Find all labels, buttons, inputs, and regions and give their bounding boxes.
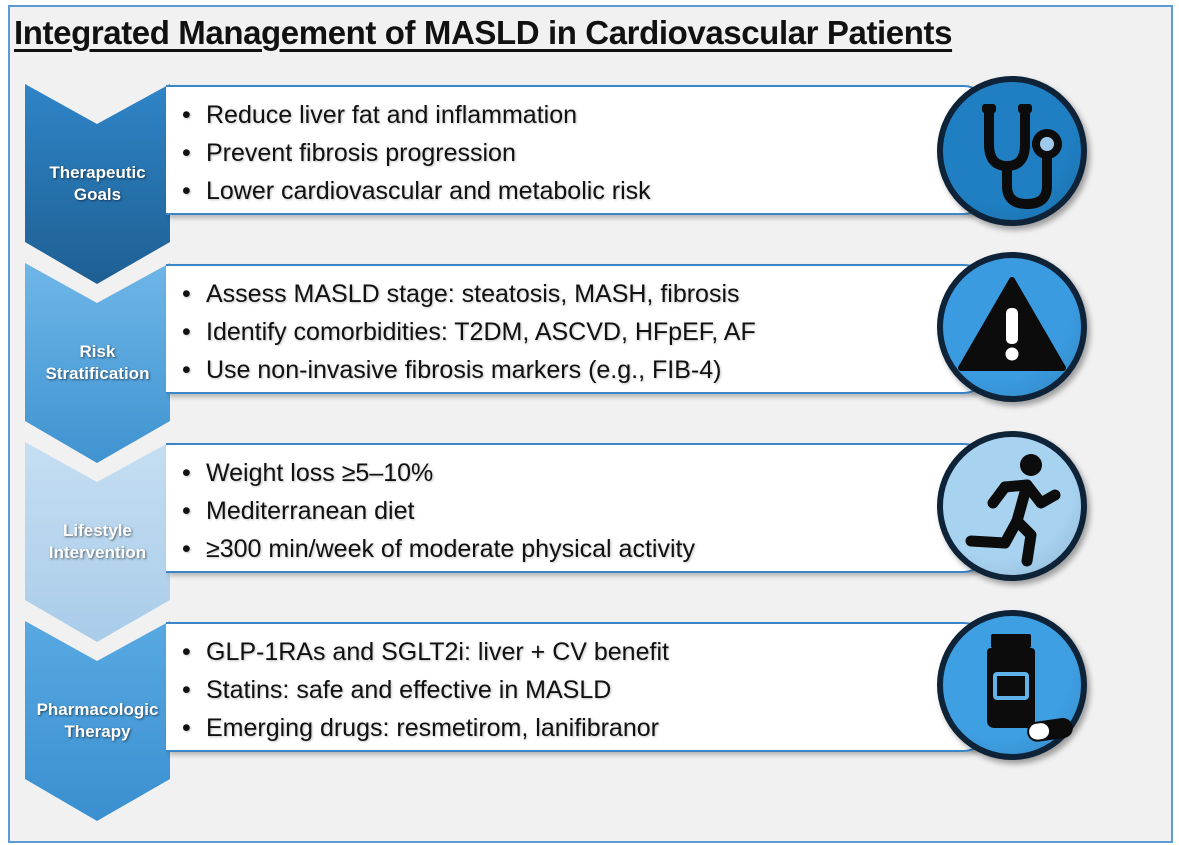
content-box-therapeutic-goals: Reduce liver fat and inflammation Preven…: [166, 85, 986, 215]
chevron-label-line: Intervention: [48, 543, 147, 562]
chevron-label-line: Stratification: [45, 364, 150, 383]
page-title: Integrated Management of MASLD in Cardio…: [14, 14, 953, 51]
content-box-risk-stratification: Assess MASLD stage: steatosis, MASH, fib…: [166, 264, 986, 394]
chevron-risk-stratification: Risk Stratification: [25, 263, 170, 463]
chevron-lifestyle-intervention: Lifestyle Intervention: [25, 442, 170, 642]
list-item: Identify comorbidities: T2DM, ASCVD, HFp…: [182, 313, 984, 351]
running-person-icon: [937, 431, 1087, 581]
chevron-shape: [25, 84, 170, 284]
list-item: Assess MASLD stage: steatosis, MASH, fib…: [182, 275, 984, 313]
list-item: Reduce liver fat and inflammation: [182, 96, 984, 134]
chevron-label-line: Goals: [73, 185, 122, 204]
list-item: Weight loss ≥5–10%: [182, 454, 984, 492]
list-item: Lower cardiovascular and metabolic risk: [182, 172, 984, 210]
list-item: Mediterranean diet: [182, 492, 984, 530]
list-item: GLP-1RAs and SGLT2i: liver + CV benefit: [182, 633, 984, 671]
chevron-therapeutic-goals: Therapeutic Goals: [25, 84, 170, 284]
list-item: Prevent fibrosis progression: [182, 134, 984, 172]
chevron-shape: [25, 621, 170, 821]
stethoscope-icon: [937, 76, 1087, 226]
list-item: Emerging drugs: resmetirom, lanifibranor: [182, 709, 984, 747]
chevron-label-line: Therapy: [64, 722, 131, 741]
list-item: Use non-invasive fibrosis markers (e.g.,…: [182, 351, 984, 389]
chevron-label-line: Pharmacologic: [36, 700, 159, 719]
list-item: Statins: safe and effective in MASLD: [182, 671, 984, 709]
warning-triangle-icon: [937, 252, 1087, 402]
chevron-shape: [25, 442, 170, 642]
content-box-pharmacologic-therapy: GLP-1RAs and SGLT2i: liver + CV benefit …: [166, 622, 986, 752]
medicine-bottle-icon: [937, 610, 1087, 760]
chevron-shape: [25, 263, 170, 463]
chevron-pharmacologic-therapy: Pharmacologic Therapy: [25, 621, 170, 821]
chevron-label-line: Lifestyle: [63, 521, 132, 540]
content-box-lifestyle-intervention: Weight loss ≥5–10% Mediterranean diet ≥3…: [166, 443, 986, 573]
list-item: ≥300 min/week of moderate physical activ…: [182, 530, 984, 568]
chevron-label-line: Risk: [79, 342, 116, 361]
chevron-label-line: Therapeutic: [49, 163, 146, 182]
